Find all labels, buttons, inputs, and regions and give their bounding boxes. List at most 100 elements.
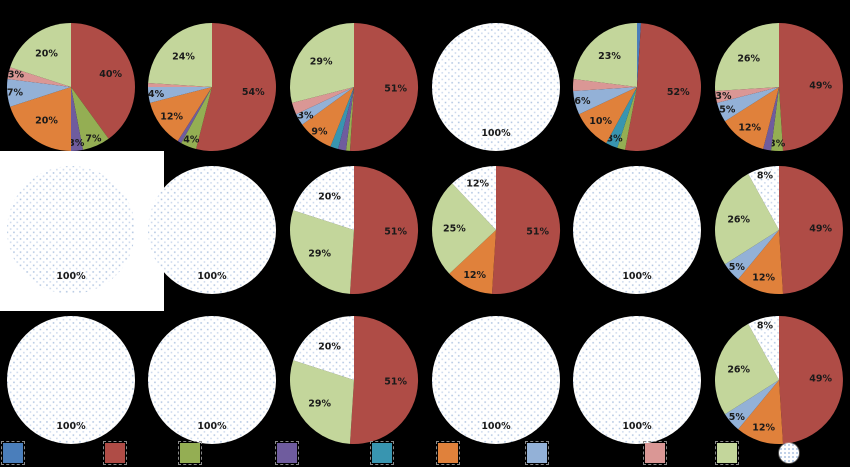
legend-swatch-orange <box>436 441 460 465</box>
slice-percentage-label: 49% <box>809 374 832 385</box>
pie-slice-olive <box>346 87 355 151</box>
slice-percentage-label: 51% <box>526 226 549 237</box>
pie-cell-r1c2: 54% 4% 12% 4% 24% <box>142 15 284 159</box>
pie-slice-red <box>70 23 135 139</box>
pie-chart: 54% 4% 12% 4% 24% <box>148 23 277 151</box>
slice-percentage-label: 12% <box>463 270 486 281</box>
slice-percentage-label: 100% <box>56 271 86 282</box>
pie-cell-r1c6: 49% 3% 12% 5% 3% 26% <box>708 15 850 159</box>
pie-slice-lightgreen <box>290 360 355 444</box>
legend-swatch-teal <box>370 441 394 465</box>
pie-slice-teal <box>330 87 355 149</box>
slice-percentage-label: 5% <box>729 262 746 273</box>
legend-item-lightgreen <box>715 441 779 465</box>
pie-slice-dotted <box>748 316 780 380</box>
pie-chart: 100% <box>573 316 702 444</box>
legend-swatch-blue <box>1 441 25 465</box>
slice-percentage-label: 3% <box>715 91 732 102</box>
slice-percentage-label: 3% <box>607 134 624 145</box>
pie-cell-r1c1: 40% 7% 3% 20% 7% 3% 20% <box>0 15 142 159</box>
pie-cell-r3c3: 51% 29% 20% <box>283 308 425 452</box>
slice-percentage-label: 12% <box>752 423 775 434</box>
pie-slice-olive <box>771 87 784 151</box>
slice-percentage-label: 3% <box>68 138 85 149</box>
legend-swatch-red <box>103 441 127 465</box>
legend-item-red <box>103 441 180 465</box>
pie-slice-dotted <box>431 23 560 151</box>
pie-row-1: 40% 7% 3% 20% 7% 3% 20% 54% 4% 12% 4% 24% 51% 9% 3% 29%… <box>0 15 850 159</box>
pie-chart: 49% 3% 12%5% 3% 26% <box>715 23 844 151</box>
pie-slice-dotted <box>293 316 355 380</box>
pie-chart: 51% 29% 20% <box>290 315 419 444</box>
pie-slice-lightblue <box>725 380 780 430</box>
pie-slice-lightgreen <box>290 210 355 294</box>
pie-title <box>567 1 709 14</box>
legend-item-teal <box>370 441 438 465</box>
pie-slice-dotted <box>431 316 560 444</box>
legend-swatch-pink <box>643 441 667 465</box>
pie-slice-lightblue <box>6 78 71 107</box>
slice-percentage-label: 52% <box>667 87 690 98</box>
pie-slice-lightgreen <box>715 23 780 92</box>
pie-title <box>708 1 850 14</box>
pie-slice-purple <box>70 87 83 151</box>
pie-slice-purple <box>178 87 213 144</box>
legend-item-dotted <box>779 441 843 465</box>
pie-slice-teal <box>606 87 638 148</box>
pie-slice-dotted <box>148 316 277 444</box>
legend-swatch-dotted <box>779 443 799 463</box>
chart-legend <box>1 441 848 465</box>
slice-percentage-label: 100% <box>623 421 653 432</box>
pie-row-3: 100% 100% 51% 29% 20% 100% 100% 49% 12% 5% 26% 8% <box>0 308 850 452</box>
pie-chart: 100% <box>148 166 277 294</box>
slice-percentage-label: 51% <box>384 376 407 387</box>
slice-percentage-label: 100% <box>481 128 511 139</box>
pie-chart: 51% 12% 25% 12% <box>431 165 560 294</box>
pie-title <box>425 1 567 14</box>
pie-slice-orange <box>738 230 784 294</box>
slice-percentage-label: 51% <box>384 226 407 237</box>
pie-chart: 100% <box>431 316 560 444</box>
pie-slice-pink <box>148 82 213 87</box>
pie-slice-blue <box>637 23 642 87</box>
legend-swatch-lightgreen <box>715 441 739 465</box>
slice-percentage-label: 20% <box>35 48 58 59</box>
slice-percentage-label: 4% <box>149 89 166 100</box>
slice-percentage-label: 4% <box>184 134 201 145</box>
pie-cell-r1c5: 52% 3% 10% 6% 23% <box>567 15 709 159</box>
pie-slice-orange <box>738 380 784 444</box>
pie-slice-lightgreen <box>290 23 355 103</box>
legend-swatch-lightblue <box>525 441 549 465</box>
pie-slice-lightgreen <box>715 173 780 265</box>
slice-percentage-label: 54% <box>242 87 265 98</box>
slice-percentage-label: 24% <box>173 52 196 63</box>
pie-chart: 100% <box>6 316 135 444</box>
slice-percentage-label: 49% <box>809 224 832 235</box>
slice-percentage-label: 8% <box>757 170 774 181</box>
legend-item-olive <box>178 441 277 465</box>
pie-slice-orange <box>150 87 213 142</box>
pie-slice-olive <box>617 87 638 150</box>
pie-slice-dotted <box>6 316 135 444</box>
pie-slice-pink <box>292 87 355 115</box>
slice-percentage-label: 29% <box>308 248 331 259</box>
slice-percentage-label: 8% <box>757 320 774 331</box>
pie-slice-pink <box>573 78 638 92</box>
pie-slice-red <box>350 165 419 294</box>
pie-cell-r2c3: 51% 29% 20% <box>283 158 425 302</box>
pie-slice-red <box>779 166 844 294</box>
pie-cell-r2c2: 100% <box>142 158 284 302</box>
pie-row-2: 100% 100% 51% 29% 20% 51% 12% 25% 12% 100% 49% 12% 5… <box>0 158 850 302</box>
pie-slice-red <box>625 23 702 152</box>
legend-item-lightblue <box>525 441 645 465</box>
pie-slice-pink <box>7 67 71 87</box>
slice-percentage-label: 29% <box>308 398 331 409</box>
pie-cell-r2c5: 100% <box>567 158 709 302</box>
pie-slice-dotted <box>748 166 780 230</box>
slice-percentage-label: 5% <box>729 412 746 423</box>
pie-slice-lightblue <box>573 87 638 115</box>
pie-cell-r3c6: 49% 12% 5% 26% 8% <box>708 308 850 452</box>
slice-percentage-label: 20% <box>318 341 341 352</box>
pie-slice-orange <box>449 230 496 294</box>
